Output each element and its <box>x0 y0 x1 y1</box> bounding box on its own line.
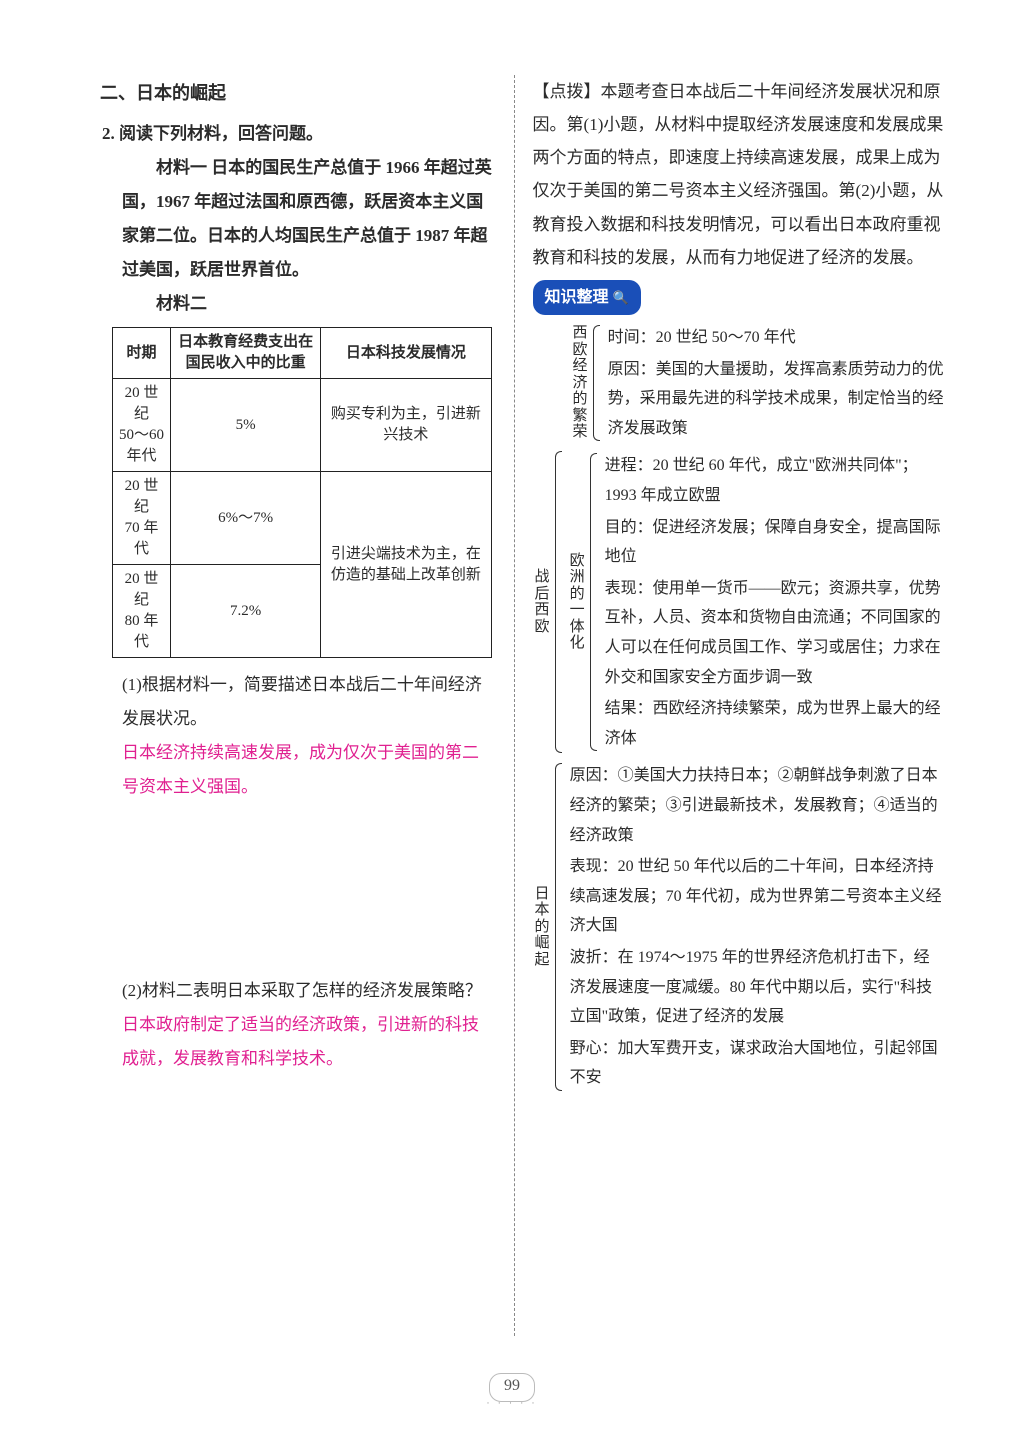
table-row: 20 世纪 70 年代 6%～7% 引进尖端技术为主，在仿造的基础上改革创新 <box>113 472 492 565</box>
section-title: 二、日本的崛起 <box>100 75 496 111</box>
th-edu: 日本教育经费支出在国民收入中的比重 <box>171 328 321 379</box>
sub-question-1: (1)根据材料一，简要描述日本战后二十年间经济发展状况。 <box>100 668 496 736</box>
answer-2: 日本政府制定了适当的经济政策，引进新的科技成就，发展教育和科学技术。 <box>100 1008 496 1076</box>
bcontent: 欧洲的一体化 进程：20 世纪 60 年代，成立"欧洲共同体"；1993 年成立… <box>564 447 944 757</box>
branch-europe-prosper: 西欧经济的繁荣 时间：20 世纪 50～70 年代 原因：美国的大量援助，发挥高… <box>533 321 944 445</box>
content-area: 二、日本的崛起 2. 阅读下列材料，回答问题。 材料一 日本的国民生产总值于 1… <box>100 75 944 1336</box>
cell: 购买专利为主，引进新兴技术 <box>321 379 492 472</box>
material-one-label: 材料一 日本的国民生产总值于 1966 年超过英国，1967 年超过法国和原西德… <box>100 151 496 287</box>
question-2-label: 2. 阅读下列材料，回答问题。 <box>100 117 496 151</box>
japan-education-table: 时期 日本教育经费支出在国民收入中的比重 日本科技发展情况 20 世纪 50～6… <box>112 327 492 658</box>
spacer <box>100 804 496 974</box>
leaf-jp-turn: 波折：在 1974～1975 年的世界经济危机打击下，经济发展速度一度减缓。80… <box>568 943 944 1032</box>
brace-icon <box>552 759 564 1095</box>
cell: 5% <box>171 379 321 472</box>
sub-question-2: (2)材料二表明日本采取了怎样的经济发展策略？ <box>100 974 496 1008</box>
left-column: 二、日本的崛起 2. 阅读下列材料，回答问题。 材料一 日本的国民生产总值于 1… <box>100 75 514 1336</box>
cell: 7.2% <box>171 565 321 658</box>
right-column: 【点拨】本题考查日本战后二十年间经济发展状况和原因。第(1)小题，从材料中提取经… <box>514 75 944 1336</box>
answer-1: 日本经济持续高速发展，成为仅次于美国的第二号资本主义强国。 <box>100 736 496 804</box>
leaf-purpose: 目的：促进经济发展；保障自身安全，提高国际地位 <box>603 513 944 572</box>
leaf-cause: 原因：美国的大量援助，发挥高素质劳动力的优势，采用最先进的科学技术成果，制定恰当… <box>606 355 944 444</box>
cell: 20 世纪 50～60 年代 <box>113 379 171 472</box>
leaf-expr: 表现：使用单一货币——欧元；资源共享，优势互补，人员、资本和货物自由流通；不同国… <box>603 574 944 692</box>
cell: 6%～7% <box>171 472 321 565</box>
branch-japan: 日本的崛起 原因：①美国大力扶持日本；②朝鲜战争刺激了日本经济的繁荣；③引进最新… <box>533 759 944 1095</box>
leaf-jp-expr: 表现：20 世纪 50 年代以后的二十年间，日本经济持续高速发展；70 年代初，… <box>568 852 944 941</box>
vlabel-root: 战后西欧 <box>533 447 552 757</box>
bcontent: 时间：20 世纪 50～70 年代 原因：美国的大量援助，发挥高素质劳动力的优势… <box>602 321 944 445</box>
material-two-label: 材料二 <box>100 287 496 321</box>
branch-europe-int: 欧洲的一体化 进程：20 世纪 60 年代，成立"欧洲共同体"；1993 年成立… <box>568 449 944 755</box>
leaf-process: 进程：20 世纪 60 年代，成立"欧洲共同体"；1993 年成立欧盟 <box>603 451 944 510</box>
cell: 20 世纪 80 年代 <box>113 565 171 658</box>
cell: 引进尖端技术为主，在仿造的基础上改革创新 <box>321 472 492 658</box>
branch-root: 战后西欧 欧洲的一体化 进程：20 世纪 60 年代，成立"欧洲共同体"；199… <box>533 447 944 757</box>
bcontent: 原因：①美国大力扶持日本；②朝鲜战争刺激了日本经济的繁荣；③引进最新技术，发展教… <box>564 759 944 1095</box>
table-row: 时期 日本教育经费支出在国民收入中的比重 日本科技发展情况 <box>113 328 492 379</box>
brace-icon <box>552 447 564 757</box>
hint-paragraph: 【点拨】本题考查日本战后二十年间经济发展状况和原因。第(1)小题，从材料中提取经… <box>533 75 944 274</box>
th-tech: 日本科技发展情况 <box>321 328 492 379</box>
leaf-text: 原因：美国的大量援助，发挥高素质劳动力的优势，采用最先进的科学技术成果，制定恰当… <box>608 361 944 437</box>
table-row: 20 世纪 50～60 年代 5% 购买专利为主，引进新兴技术 <box>113 379 492 472</box>
cell: 20 世纪 70 年代 <box>113 472 171 565</box>
leaf-jp-ambition: 野心：加大军费开支，谋求政治大国地位，引起邻国不安 <box>568 1034 944 1093</box>
bcontent: 进程：20 世纪 60 年代，成立"欧洲共同体"；1993 年成立欧盟 目的：促… <box>599 449 944 755</box>
page-dots: · · · · · <box>487 1398 538 1408</box>
leaf-time: 时间：20 世纪 50～70 年代 <box>606 323 944 353</box>
vlabel-japan: 日本的崛起 <box>533 759 552 1095</box>
knowledge-badge: 知识整理 <box>533 280 641 315</box>
th-period: 时期 <box>113 328 171 379</box>
vlabel-europe-int: 欧洲的一体化 <box>568 449 587 755</box>
mat1-label: 材料一 <box>122 158 207 177</box>
vlabel-europe-prosper: 西欧经济的繁荣 <box>571 321 590 445</box>
knowledge-badge-wrap: 知识整理 <box>533 280 944 315</box>
knowledge-tree: 西欧经济的繁荣 时间：20 世纪 50～70 年代 原因：美国的大量援助，发挥高… <box>533 321 944 1095</box>
page-root: 二、日本的崛起 2. 阅读下列材料，回答问题。 材料一 日本的国民生产总值于 1… <box>0 0 1024 1436</box>
brace-icon <box>590 321 602 445</box>
leaf-jp-cause: 原因：①美国大力扶持日本；②朝鲜战争刺激了日本经济的繁荣；③引进最新技术，发展教… <box>568 761 944 850</box>
leaf-result: 结果：西欧经济持续繁荣，成为世界上最大的经济体 <box>603 694 944 753</box>
brace-icon <box>587 449 599 755</box>
